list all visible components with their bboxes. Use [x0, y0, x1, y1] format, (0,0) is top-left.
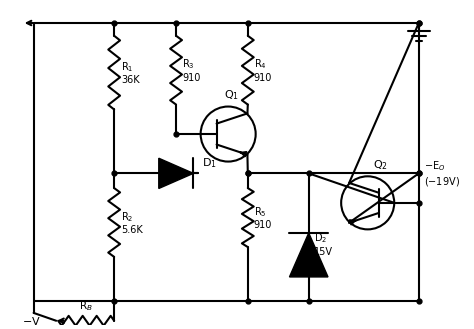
Text: D$_1$: D$_1$: [201, 157, 217, 170]
Text: $-$E$_O$
($-$19V): $-$E$_O$ ($-$19V): [424, 159, 460, 188]
Text: R$_4$
910: R$_4$ 910: [254, 58, 272, 83]
Text: R$_2$
5.6K: R$_2$ 5.6K: [121, 210, 143, 235]
Text: $-$V: $-$V: [22, 315, 40, 327]
Text: R$_5$
910: R$_5$ 910: [254, 205, 272, 230]
Text: D$_2$
15V: D$_2$ 15V: [314, 231, 333, 257]
Text: Q$_2$: Q$_2$: [373, 159, 388, 172]
Polygon shape: [159, 158, 193, 189]
Polygon shape: [290, 233, 328, 277]
Text: R$_3$
910: R$_3$ 910: [182, 58, 201, 83]
Text: Q$_1$: Q$_1$: [224, 88, 238, 102]
Text: R$_B$: R$_B$: [79, 299, 93, 313]
Text: R$_1$
36K: R$_1$ 36K: [121, 60, 140, 85]
